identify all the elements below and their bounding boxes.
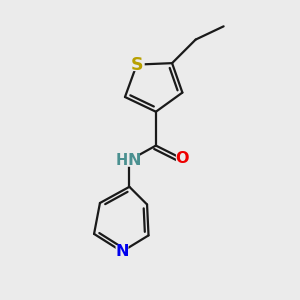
FancyBboxPatch shape: [116, 245, 128, 258]
Text: O: O: [176, 151, 189, 166]
Text: H: H: [116, 153, 128, 168]
FancyBboxPatch shape: [129, 58, 145, 71]
Text: N: N: [115, 244, 129, 259]
FancyBboxPatch shape: [119, 154, 140, 167]
Text: N: N: [128, 153, 141, 168]
FancyBboxPatch shape: [176, 153, 189, 165]
Text: S: S: [130, 56, 143, 74]
